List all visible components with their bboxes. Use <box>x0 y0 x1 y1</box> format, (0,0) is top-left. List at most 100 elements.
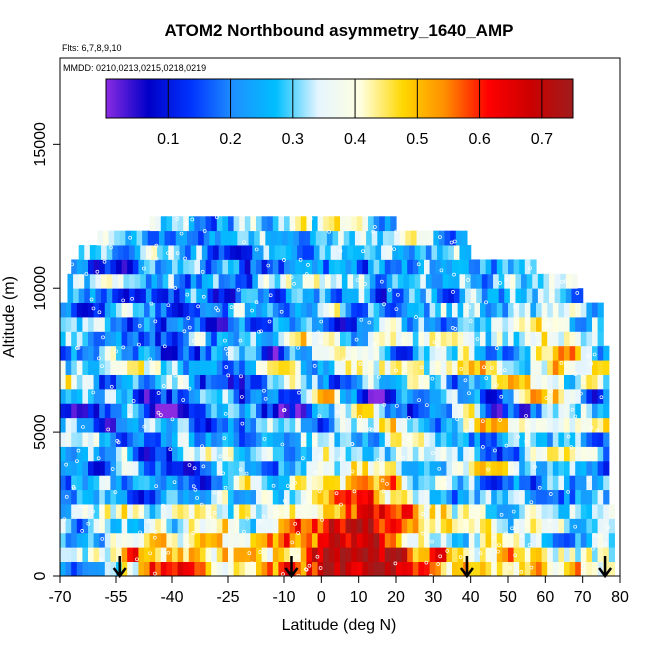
heatmap-cell <box>213 273 220 289</box>
heatmap-cell <box>491 504 498 519</box>
heatmap-cell <box>138 360 145 375</box>
heatmap-cell <box>379 302 386 318</box>
sample-marker <box>86 521 91 526</box>
sample-marker <box>121 345 126 350</box>
heatmap-cell <box>351 331 358 347</box>
heatmap-cell <box>429 403 436 419</box>
heatmap-cell <box>564 388 571 404</box>
heatmap-cell <box>188 345 195 361</box>
heatmap-cell <box>480 302 487 318</box>
heatmap-cell <box>216 504 223 519</box>
heatmap-cell <box>457 446 464 462</box>
heatmap-cell <box>117 288 125 304</box>
heatmap-cell <box>440 432 447 447</box>
heatmap-cell <box>106 288 113 304</box>
heatmap-cell <box>597 388 604 404</box>
sample-marker <box>455 417 460 421</box>
sample-marker <box>218 454 223 459</box>
sample-marker <box>239 395 244 399</box>
heatmap-cell <box>575 489 582 505</box>
heatmap-cell <box>396 259 403 275</box>
heatmap-cell <box>162 273 169 289</box>
sample-marker <box>354 337 359 342</box>
heatmap-cell <box>513 331 520 347</box>
sample-marker <box>535 332 539 336</box>
heatmap-cell <box>177 317 184 332</box>
heatmap-cell <box>457 460 464 476</box>
heatmap-cell <box>172 532 179 548</box>
heatmap-cell <box>71 504 78 519</box>
heatmap-cell <box>457 504 464 519</box>
heatmap-cell <box>603 374 610 390</box>
sample-marker <box>142 424 147 429</box>
heatmap-cell <box>244 561 251 576</box>
heatmap-cell <box>323 547 330 563</box>
sample-marker <box>127 413 132 418</box>
heatmap-cell <box>328 403 335 419</box>
heatmap-cell <box>127 331 134 347</box>
heatmap-cell <box>155 403 162 419</box>
heatmap-cell <box>228 561 235 576</box>
heatmap-cell <box>317 374 324 390</box>
heatmap-cell <box>351 446 358 462</box>
heatmap-cell <box>547 374 554 390</box>
heatmap-cell <box>88 388 95 404</box>
heatmap-cell <box>200 374 207 390</box>
heatmap-cell <box>345 331 352 347</box>
heatmap-cell <box>93 446 100 462</box>
heatmap-cell <box>360 230 367 246</box>
heatmap-cell <box>586 489 593 505</box>
heatmap-cell <box>429 446 436 462</box>
heatmap-cell <box>76 374 83 390</box>
heatmap-cell <box>379 317 386 332</box>
heatmap-cell <box>267 331 274 347</box>
heatmap-cell <box>71 532 78 548</box>
heatmap-cell <box>323 216 330 232</box>
heatmap-cell <box>437 273 444 289</box>
heatmap-cell <box>132 345 139 361</box>
heatmap-cell <box>508 331 515 347</box>
heatmap-cell <box>267 216 274 232</box>
sample-marker <box>139 511 144 516</box>
heatmap-cell <box>267 489 274 505</box>
heatmap-cell <box>306 547 313 563</box>
heatmap-cell <box>345 504 352 519</box>
heatmap-cell <box>127 489 134 505</box>
sample-marker <box>75 459 79 464</box>
heatmap-cell <box>250 460 257 476</box>
sample-marker <box>307 563 312 568</box>
heatmap-cell <box>205 317 212 332</box>
heatmap-cell <box>295 259 302 275</box>
heatmap-cell <box>474 475 481 491</box>
sample-marker <box>395 403 399 408</box>
heatmap-cell <box>491 259 498 275</box>
heatmap-cell <box>289 432 296 447</box>
heatmap-cell <box>446 432 453 447</box>
heatmap-cell <box>429 417 436 433</box>
sample-marker <box>202 229 207 233</box>
heatmap-cell <box>88 360 95 375</box>
heatmap-cell <box>502 360 509 375</box>
heatmap-cell <box>530 489 537 505</box>
heatmap-cell <box>373 302 380 318</box>
heatmap-cell <box>390 547 397 563</box>
heatmap-cell <box>140 245 147 260</box>
heatmap-cell <box>93 360 100 375</box>
heatmap-cell <box>289 360 296 375</box>
heatmap-cell <box>177 547 184 563</box>
sample-marker <box>537 485 542 490</box>
heatmap-cell <box>396 460 403 476</box>
heatmap-cell <box>160 388 167 404</box>
x-tick-label: -55 <box>104 589 127 606</box>
heatmap-cell <box>362 388 369 404</box>
heatmap-cell <box>552 360 559 375</box>
sample-marker <box>76 345 81 350</box>
heatmap-cell <box>480 504 487 519</box>
heatmap-cell <box>263 245 270 260</box>
heatmap-cell <box>334 532 341 548</box>
heatmap-cell <box>508 388 515 404</box>
heatmap-cell <box>340 345 347 361</box>
heatmap-cell <box>580 331 587 347</box>
heatmap-cell <box>504 273 511 289</box>
sample-marker <box>319 319 324 324</box>
